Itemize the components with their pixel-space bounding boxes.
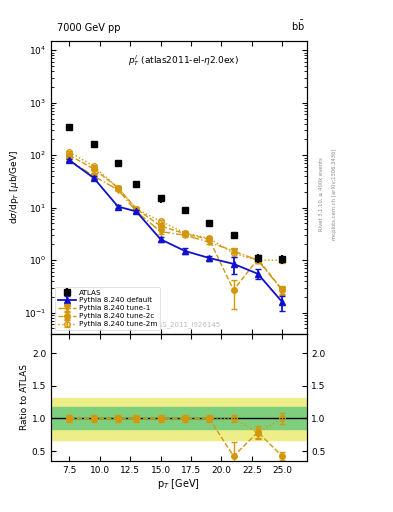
Text: $p_T^l$ (atlas2011-el-$\eta$2.0ex): $p_T^l$ (atlas2011-el-$\eta$2.0ex) (129, 53, 239, 68)
Text: mcplots.cern.ch [arXiv:1306.3436]: mcplots.cern.ch [arXiv:1306.3436] (332, 149, 337, 240)
Text: 7000 GeV pp: 7000 GeV pp (57, 23, 121, 33)
Legend: ATLAS, Pythia 8.240 default, Pythia 8.240 tune-1, Pythia 8.240 tune-2c, Pythia 8: ATLAS, Pythia 8.240 default, Pythia 8.24… (55, 287, 160, 330)
X-axis label: p$_T$ [GeV]: p$_T$ [GeV] (157, 477, 200, 492)
Text: b$\bar{\mathrm{b}}$: b$\bar{\mathrm{b}}$ (291, 19, 305, 33)
Text: Rivet 3.1.10, ≥ 400k events: Rivet 3.1.10, ≥ 400k events (318, 158, 323, 231)
Y-axis label: d$\sigma$/dp$_T$ [$\mu$b/GeV]: d$\sigma$/dp$_T$ [$\mu$b/GeV] (8, 150, 21, 224)
Text: ATLAS_2011_I926145: ATLAS_2011_I926145 (146, 321, 222, 328)
Y-axis label: Ratio to ATLAS: Ratio to ATLAS (20, 364, 29, 430)
